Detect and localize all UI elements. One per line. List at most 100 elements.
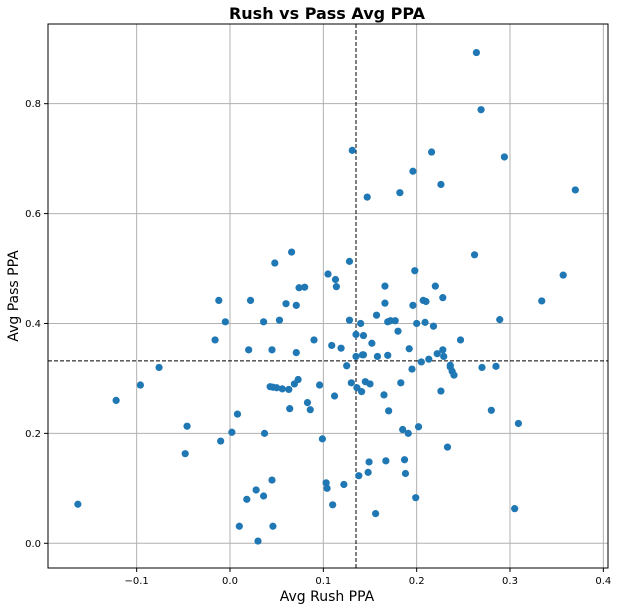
data-point bbox=[243, 495, 251, 503]
x-tick-label: 0.3 bbox=[502, 576, 518, 587]
data-point bbox=[443, 443, 452, 451]
data-point bbox=[373, 352, 382, 361]
data-point bbox=[355, 472, 363, 480]
data-point bbox=[439, 346, 447, 354]
data-point bbox=[269, 522, 277, 530]
data-point bbox=[394, 327, 402, 335]
data-point bbox=[292, 348, 300, 357]
data-point bbox=[396, 189, 404, 197]
data-point bbox=[337, 344, 345, 352]
data-point bbox=[417, 358, 425, 366]
data-point bbox=[306, 406, 314, 414]
data-point bbox=[292, 301, 300, 309]
data-point bbox=[470, 251, 479, 259]
data-points bbox=[74, 48, 579, 545]
data-point bbox=[357, 319, 365, 328]
y-tick-label: 0.8 bbox=[25, 99, 41, 110]
data-point bbox=[221, 318, 229, 326]
data-point bbox=[492, 362, 500, 370]
data-point bbox=[282, 300, 290, 308]
data-point bbox=[421, 318, 429, 326]
data-point bbox=[345, 257, 354, 265]
data-point bbox=[571, 186, 579, 194]
data-point bbox=[343, 362, 351, 370]
data-point bbox=[358, 388, 366, 396]
y-tick-label: 0.2 bbox=[25, 429, 41, 440]
data-point bbox=[329, 501, 337, 509]
data-point bbox=[273, 384, 281, 392]
data-point bbox=[384, 351, 392, 359]
y-axis-label: Avg Pass PPA bbox=[6, 250, 22, 342]
data-point bbox=[413, 319, 421, 328]
x-tick-label: 0.0 bbox=[222, 576, 238, 587]
data-point bbox=[381, 282, 389, 290]
data-point bbox=[303, 399, 312, 407]
data-point bbox=[322, 479, 330, 487]
data-point bbox=[347, 379, 355, 387]
data-point bbox=[450, 371, 458, 379]
data-point bbox=[365, 458, 373, 466]
chart-title: Rush vs Pass Avg PPA bbox=[229, 4, 426, 23]
x-tick-label: 0.4 bbox=[595, 576, 611, 587]
data-point bbox=[275, 316, 284, 324]
data-point bbox=[364, 468, 372, 476]
y-tick-label: 0.0 bbox=[25, 539, 41, 550]
data-point bbox=[400, 456, 409, 464]
data-point bbox=[487, 406, 495, 414]
data-point bbox=[425, 355, 433, 363]
data-point bbox=[409, 301, 417, 309]
data-point bbox=[235, 522, 243, 530]
data-point bbox=[310, 336, 318, 344]
data-point bbox=[285, 385, 293, 394]
data-point bbox=[366, 380, 374, 388]
data-point bbox=[382, 457, 390, 465]
data-point bbox=[260, 429, 269, 437]
data-point bbox=[340, 480, 348, 489]
data-point bbox=[372, 311, 381, 319]
data-point bbox=[391, 317, 399, 325]
data-point bbox=[348, 146, 356, 154]
x-axis-label: Avg Rush PPA bbox=[280, 589, 375, 605]
data-point bbox=[385, 407, 393, 415]
data-point bbox=[456, 336, 465, 344]
data-point bbox=[245, 346, 253, 354]
data-point bbox=[352, 330, 360, 339]
data-point bbox=[409, 167, 417, 175]
data-point bbox=[559, 271, 567, 279]
data-point bbox=[112, 396, 120, 405]
data-point bbox=[331, 275, 340, 284]
data-point bbox=[217, 437, 225, 445]
data-point bbox=[412, 494, 420, 502]
data-point bbox=[439, 294, 447, 302]
data-point bbox=[215, 296, 223, 304]
data-point bbox=[211, 336, 219, 344]
data-point bbox=[286, 405, 294, 413]
data-point bbox=[74, 500, 82, 508]
data-point bbox=[155, 363, 163, 372]
data-point bbox=[278, 385, 286, 393]
y-tick-label: 0.6 bbox=[25, 209, 41, 220]
data-point bbox=[422, 297, 430, 306]
data-point bbox=[411, 267, 419, 275]
data-point bbox=[538, 297, 546, 305]
x-tick-label: 0.1 bbox=[315, 576, 331, 587]
data-point bbox=[478, 363, 486, 372]
data-point bbox=[318, 435, 326, 443]
data-point bbox=[359, 331, 368, 340]
x-tick-label: 0.2 bbox=[409, 576, 425, 587]
data-point bbox=[472, 48, 480, 57]
data-point bbox=[359, 351, 368, 359]
data-point bbox=[288, 248, 296, 256]
data-point bbox=[397, 379, 405, 387]
data-point bbox=[414, 423, 423, 431]
data-point bbox=[368, 339, 376, 347]
data-point bbox=[268, 346, 276, 354]
data-point bbox=[136, 381, 144, 389]
data-point bbox=[316, 381, 324, 389]
y-axis-ticks: 0.0 0.2 0.4 0.6 0.8 bbox=[25, 99, 48, 550]
data-point bbox=[246, 296, 255, 304]
data-point bbox=[260, 318, 268, 326]
data-point bbox=[514, 419, 523, 428]
